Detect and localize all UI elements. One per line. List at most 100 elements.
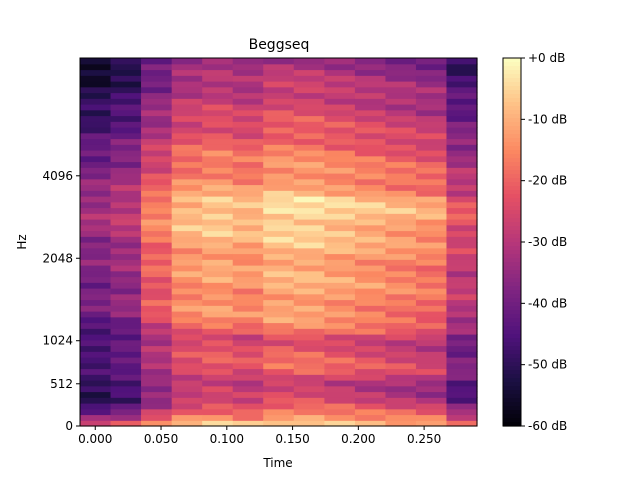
heatmap-cell (202, 219, 234, 226)
heatmap-cell (263, 178, 295, 186)
colorbar-segment (503, 370, 521, 375)
heatmap-cell (385, 219, 417, 226)
heatmap-cell (202, 299, 234, 306)
colorbar-segment (503, 302, 521, 307)
heatmap-cell (141, 86, 173, 94)
heatmap-cell (385, 75, 417, 82)
heatmap-cell (324, 316, 356, 324)
heatmap-cell (171, 339, 203, 347)
heatmap-cell (171, 299, 203, 306)
heatmap-cell (80, 391, 112, 398)
heatmap-cell (385, 397, 417, 404)
heatmap-cell (354, 173, 387, 180)
heatmap-cell (110, 150, 142, 157)
heatmap-cell (202, 230, 234, 237)
heatmap-cell (415, 132, 448, 140)
colorbar-segment (503, 106, 521, 111)
heatmap-cell (446, 276, 478, 283)
heatmap-cell (446, 236, 478, 243)
heatmap-cell (324, 362, 356, 370)
heatmap-cell (446, 357, 478, 364)
heatmap-cell (293, 213, 325, 220)
heatmap-cell (80, 247, 112, 255)
heatmap-cell (232, 81, 264, 88)
heatmap-cell (293, 328, 325, 335)
heatmap-cell (232, 173, 264, 180)
colorbar-segment (503, 210, 521, 215)
heatmap-cell (141, 115, 173, 122)
colorbar-segment (503, 214, 521, 219)
heatmap-cell (80, 316, 112, 324)
heatmap-cell (293, 362, 325, 370)
heatmap-cell (354, 293, 387, 301)
heatmap-cell (385, 253, 417, 260)
heatmap-cell (232, 414, 264, 421)
heatmap-cell (385, 311, 417, 318)
colorbar-segment (503, 298, 521, 303)
colorbar-segment (503, 310, 521, 315)
heatmap-cell (324, 282, 356, 289)
heatmap-cell (202, 357, 234, 364)
heatmap-cell (110, 322, 142, 329)
heatmap-cell (141, 374, 173, 381)
heatmap-cell (110, 92, 142, 99)
heatmap-cell (171, 150, 203, 157)
x-tick-label: 0.100 (210, 432, 244, 446)
heatmap-cell (171, 328, 203, 335)
heatmap-cell (446, 196, 478, 203)
heatmap-cell (415, 259, 448, 266)
heatmap-cell (171, 138, 203, 145)
heatmap-cell (263, 403, 295, 410)
heatmap-cell (293, 161, 325, 168)
heatmap-cell (324, 92, 356, 99)
heatmap-cell (263, 368, 295, 375)
heatmap-cell (141, 265, 173, 272)
heatmap-cell (232, 109, 264, 117)
colorbar-segment (503, 414, 521, 419)
heatmap-cell (263, 259, 295, 266)
colorbar-segment (503, 226, 521, 231)
colorbar-segment (503, 346, 521, 351)
heatmap-cell (110, 161, 142, 168)
heatmap-cell (324, 58, 356, 65)
heatmap-cell (141, 276, 173, 283)
colorbar-segment (503, 334, 521, 339)
heatmap-cell (110, 293, 142, 301)
heatmap-cell (232, 213, 264, 220)
heatmap-cell (110, 121, 142, 128)
heatmap-cell (446, 362, 478, 370)
heatmap-cell (202, 144, 234, 151)
heatmap-cell (232, 219, 264, 226)
heatmap-cell (354, 190, 387, 197)
heatmap-cell (202, 334, 234, 341)
heatmap-cell (324, 219, 356, 226)
heatmap-cell (263, 161, 295, 168)
heatmap-cell (171, 385, 203, 393)
heatmap-cell (324, 293, 356, 301)
heatmap-cell (110, 207, 142, 214)
heatmap-cell (446, 230, 478, 237)
heatmap-cell (385, 299, 417, 306)
heatmap-cell (446, 138, 478, 145)
heatmap-cell (446, 414, 478, 421)
heatmap-cell (171, 81, 203, 88)
heatmap-cell (293, 259, 325, 266)
heatmap-cell (141, 311, 173, 318)
heatmap-cell (171, 357, 203, 364)
heatmap-cell (263, 155, 295, 163)
heatmap-cell (293, 391, 325, 398)
heatmap-cell (80, 236, 112, 243)
heatmap-cell (202, 92, 234, 99)
heatmap-cell (324, 397, 356, 404)
heatmap-cell (446, 115, 478, 122)
heatmap-cell (110, 299, 142, 306)
heatmap-cell (415, 161, 448, 168)
heatmap-cell (354, 328, 387, 335)
heatmap-cell (171, 368, 203, 375)
colorbar-segment (503, 66, 521, 71)
heatmap-cell (202, 408, 234, 416)
heatmap-cell (293, 368, 325, 375)
heatmap-cell (80, 403, 112, 410)
heatmap-cell (293, 173, 325, 180)
heatmap-cell (293, 127, 325, 134)
